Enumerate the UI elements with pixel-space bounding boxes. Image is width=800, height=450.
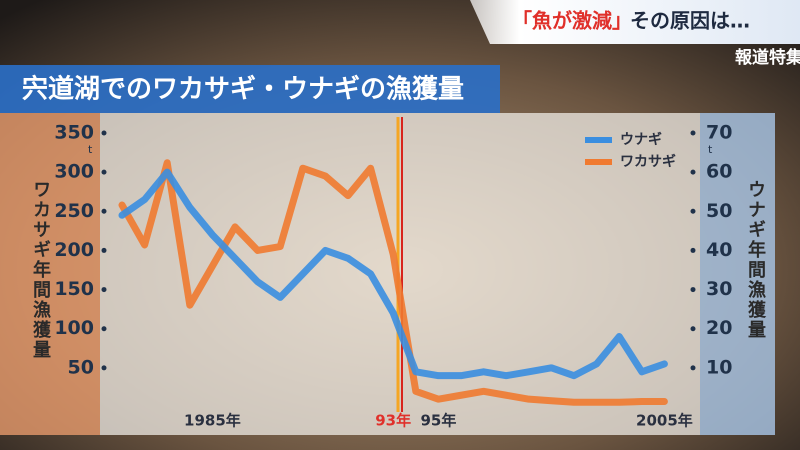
y-tick-label: 350	[54, 122, 94, 144]
y2-tick-mark	[690, 169, 696, 175]
y2-tick-label: 20	[706, 317, 732, 339]
y-tick-mark	[101, 365, 107, 371]
y2-tick-label: 70	[706, 122, 732, 144]
left-axis-panel	[0, 113, 100, 435]
x-tick-label: 2005年	[636, 412, 693, 430]
y-tick-label: 50	[68, 356, 94, 378]
y-axis-title: ワカサギ年間漁獲量	[30, 180, 51, 360]
y-tick-label: 100	[54, 317, 94, 339]
y-tick-mark	[101, 169, 107, 175]
y2-tick-label: 10	[706, 356, 732, 378]
plot-panel	[100, 113, 700, 435]
y-tick-label: 250	[54, 200, 94, 222]
y2-tick-label: 40	[706, 239, 732, 261]
legend-label: ウナギ	[620, 131, 662, 148]
y2-tick-mark	[690, 247, 696, 253]
x-tick-label: 95年	[420, 412, 456, 430]
title-banner	[0, 65, 500, 113]
y2-tick-mark	[690, 208, 696, 214]
y-tick-label: 200	[54, 239, 94, 261]
right-axis-panel	[700, 113, 775, 435]
y2-tick-mark	[690, 130, 696, 136]
y-tick-mark	[101, 247, 107, 253]
y-tick-mark	[101, 208, 107, 214]
y-tick-label: 300	[54, 161, 94, 183]
y2-tick-mark	[690, 326, 696, 332]
y-unit: t	[88, 143, 93, 156]
program-name: 報道特集	[735, 47, 800, 68]
y-tick-mark	[101, 130, 107, 136]
legend-label: ワカサギ	[620, 153, 676, 170]
y2-tick-label: 60	[706, 161, 732, 183]
y2-tick-label: 30	[706, 278, 732, 300]
chart-title: 宍道湖でのワカサギ・ウナギの漁獲量	[22, 74, 464, 105]
caption-highlight: 「魚が激減」	[512, 9, 632, 33]
y2-tick-mark	[690, 287, 696, 293]
plot: 50100150200250300350t10203040506070t1985…	[54, 122, 732, 430]
y-tick-mark	[101, 287, 107, 293]
caption-text: その原因は…	[630, 9, 750, 33]
x-tick-label: 93年	[375, 412, 411, 430]
y2-unit: t	[708, 143, 713, 156]
series-line	[118, 168, 668, 380]
x-tick-label: 1985年	[184, 412, 241, 430]
series-line	[118, 159, 668, 406]
y-tick-label: 150	[54, 278, 94, 300]
caption-box	[470, 0, 800, 44]
y2-axis-title: ウナギ年間漁獲量	[745, 180, 766, 340]
y2-tick-label: 50	[706, 200, 732, 222]
y2-tick-mark	[690, 365, 696, 371]
y-tick-mark	[101, 326, 107, 332]
